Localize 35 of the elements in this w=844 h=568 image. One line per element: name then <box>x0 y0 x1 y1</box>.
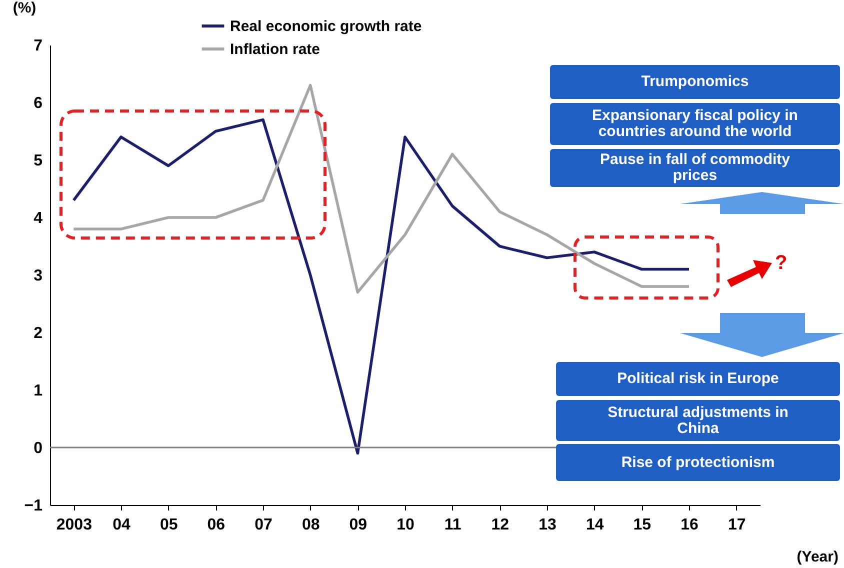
text-box: Expansionary fiscal policy in countries around the world <box>550 103 840 145</box>
x-tick-label: 08 <box>302 516 320 534</box>
y-tick-label: 2 <box>34 325 43 342</box>
text: ? <box>775 252 788 275</box>
y-tick-label: 3 <box>34 268 43 284</box>
y-tick-label: 7 <box>34 38 43 54</box>
text-box: Rise of protectionism <box>556 444 840 481</box>
x-tick-label: 05 <box>160 516 178 534</box>
legend-label: Inflation rate <box>230 41 320 58</box>
x-tick-label: 16 <box>680 516 698 534</box>
x-tick-label: 13 <box>538 516 556 534</box>
x-axis-title: (Year) <box>796 548 838 566</box>
x-tick-label: 06 <box>207 516 226 534</box>
y-tick-label: −1 <box>24 498 43 514</box>
x-tick-label: 2003 <box>56 516 92 534</box>
x-tick-label: 11 <box>444 516 462 534</box>
y-tick-label: 6 <box>34 95 43 112</box>
x-tick-label: 09 <box>349 516 368 534</box>
y-tick-label: 0 <box>34 440 43 457</box>
y-tick-label: 4 <box>34 210 43 227</box>
x-tick-label: 14 <box>586 516 604 534</box>
text-box: Pause in fall of commodity prices <box>550 149 840 187</box>
text-box: Political risk in Europe <box>556 362 840 396</box>
y-tick-label: 5 <box>34 152 43 170</box>
x-tick-label: 17 <box>728 516 746 534</box>
x-tick-label: 15 <box>633 516 652 534</box>
x-tick-label: 12 <box>491 516 510 534</box>
text-box: Structural adjustments in China <box>556 400 840 441</box>
x-tick-label: 07 <box>254 516 272 534</box>
y-axis-title: (%) <box>12 0 36 16</box>
y-tick-label: 1 <box>34 382 43 400</box>
x-tick-label: 10 <box>396 516 414 534</box>
legend-label: Real economic growth rate <box>230 18 422 35</box>
x-tick-label: 04 <box>112 516 130 534</box>
text-box: Trumponomics <box>550 65 840 99</box>
